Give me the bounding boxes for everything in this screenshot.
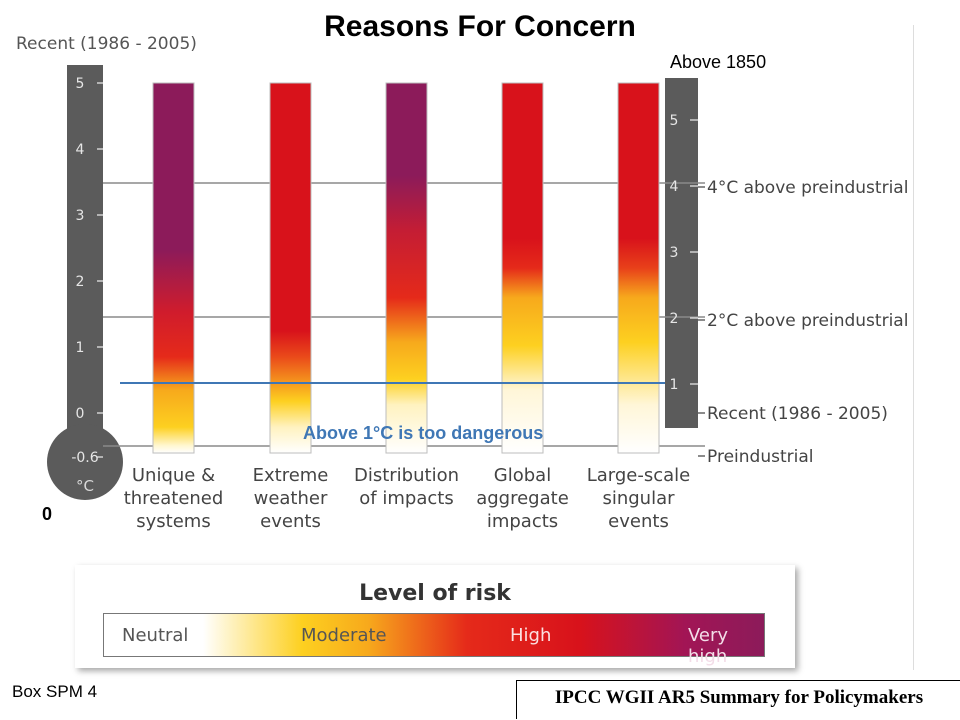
right-tick-label: 1 — [670, 377, 679, 393]
right-annotation-label: 4°C above preindustrial — [707, 178, 908, 198]
category-label: Extreme — [253, 465, 329, 486]
footer-box-label: Box SPM 4 — [12, 682, 98, 701]
cropped-glyph: 0 — [42, 504, 52, 524]
category-label: Unique & — [132, 465, 215, 486]
legend-neutral: Neutral — [122, 625, 189, 646]
right-tick-label: 2 — [670, 311, 679, 327]
legend-moderate: Moderate — [301, 625, 387, 646]
risk-bar — [385, 82, 428, 454]
left-axis-unit: °C — [76, 477, 94, 495]
top-right-label: Above 1850 — [670, 52, 767, 72]
top-left-label: Recent (1986 - 2005) — [16, 34, 197, 54]
category-label: of impacts — [359, 488, 453, 509]
threshold-label: Above 1°C is too dangerous — [303, 423, 544, 443]
legend-very-high: Very high — [688, 625, 729, 667]
right-axis-annotations: 4°C above preindustrial 2°C above preindu… — [698, 178, 908, 467]
risk-bar — [152, 82, 195, 454]
category-label: weather — [254, 488, 328, 509]
category-label: Large-scale — [587, 465, 691, 486]
right-divider-line — [913, 25, 914, 670]
left-tick-label: 1 — [76, 340, 85, 356]
right-tick-label: 4 — [670, 179, 679, 195]
legend-gradient-bar: Neutral Moderate High Very high — [103, 613, 765, 667]
left-axis-ticks: 5 4 3 2 1 0 -0.6 — [71, 76, 103, 466]
right-annotation-label: Recent (1986 - 2005) — [707, 404, 888, 424]
risk-bars — [152, 82, 660, 454]
left-axis-column — [67, 65, 103, 475]
category-label: systems — [136, 511, 210, 532]
legend-high: High — [510, 625, 552, 646]
risk-bar — [617, 82, 660, 454]
category-label: threatened — [124, 488, 224, 509]
risk-legend: Level of risk Neutral Moderate High Very… — [75, 565, 795, 668]
left-tick-label: 4 — [76, 142, 85, 158]
category-label: Distribution — [354, 465, 459, 486]
risk-bar — [501, 82, 544, 454]
risk-chart: 5 4 3 2 1 0 -0.6 5 4 3 2 1 4°C above preindustrial… — [42, 65, 908, 532]
legend-title: Level of risk — [359, 581, 511, 606]
category-label: aggregate — [476, 488, 569, 509]
category-label: events — [608, 511, 669, 532]
right-annotation-label: Preindustrial — [707, 447, 813, 467]
category-label: singular — [602, 488, 675, 509]
right-annotation-label: 2°C above preindustrial — [707, 311, 908, 331]
right-axis-ticks: 5 4 3 2 1 — [670, 113, 698, 393]
right-tick-label: 5 — [670, 113, 679, 129]
risk-bar — [269, 82, 312, 454]
category-label: events — [260, 511, 321, 532]
chart-title: Reasons For Concern — [324, 10, 636, 43]
category-label: Global — [494, 465, 551, 486]
right-tick-label: 3 — [670, 245, 679, 261]
left-tick-label: 2 — [76, 274, 85, 290]
category-labels: Unique &threatenedsystemsExtremeweathere… — [124, 465, 691, 532]
left-tick-label: -0.6 — [71, 450, 98, 466]
left-tick-label: 5 — [76, 76, 85, 92]
footer-source: IPCC WGII AR5 Summary for Policymakers — [516, 680, 960, 719]
left-tick-label: 0 — [76, 406, 85, 422]
left-tick-label: 3 — [76, 208, 85, 224]
right-axis-column — [665, 78, 698, 428]
category-label: impacts — [487, 511, 558, 532]
left-axis-bulb — [47, 424, 123, 500]
